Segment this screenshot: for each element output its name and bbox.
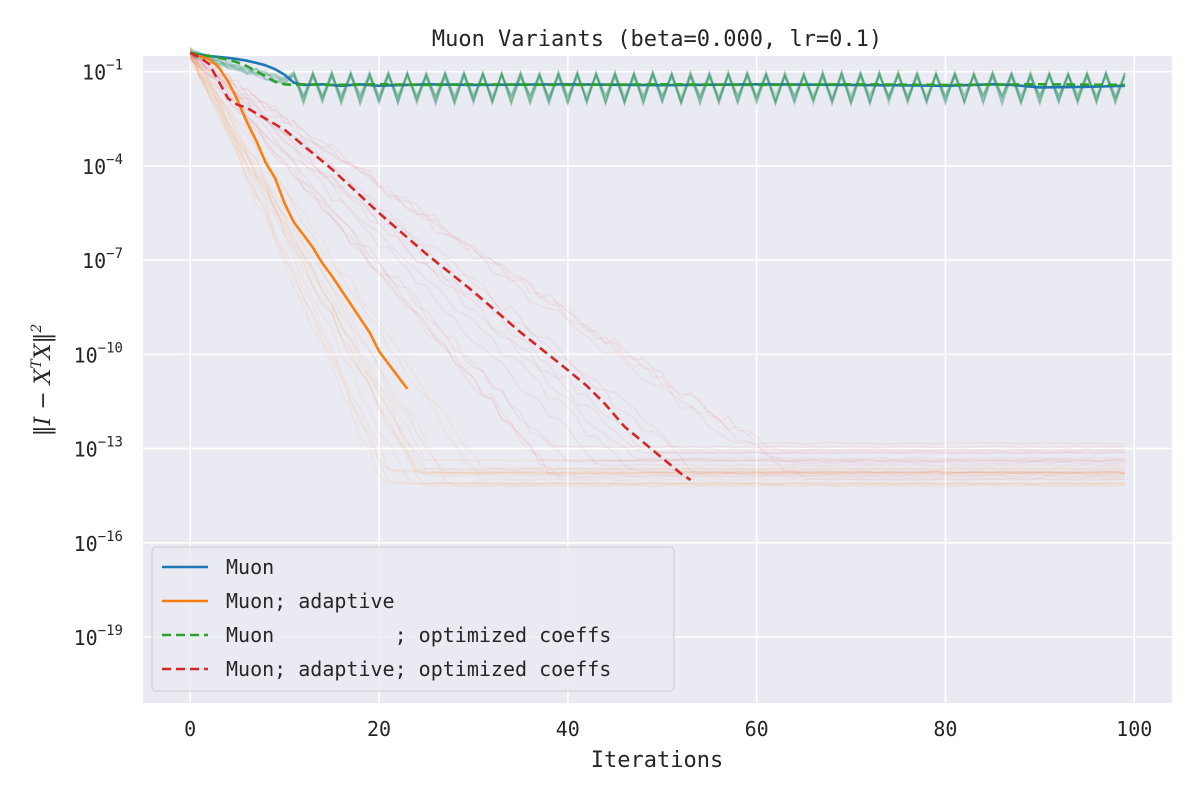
y-tick-label: 10−7 xyxy=(82,246,123,273)
y-axis-label-open: ‖I − X xyxy=(31,367,56,436)
y-tick-base: 10 xyxy=(74,438,98,462)
y-tick-label: 10−13 xyxy=(74,435,123,462)
y-tick-base: 10 xyxy=(74,532,98,556)
legend-label: Muon; adaptive; optimized coeffs xyxy=(226,657,611,681)
faint-trial-line xyxy=(189,48,1126,108)
chart-title: Muon Variants (beta=0.000, lr=0.1) xyxy=(432,27,882,52)
y-tick-exponent: −10 xyxy=(98,340,123,356)
series-line-2 xyxy=(189,51,1125,87)
faint-trial-line xyxy=(189,55,1125,475)
faint-trial-line xyxy=(189,58,1125,470)
faint-trial-line xyxy=(189,53,1125,476)
x-tick-labels: 0 20 40 60 80 100 xyxy=(184,717,1152,741)
x-tick-label: 100 xyxy=(1116,717,1152,741)
y-tick-exponent: −13 xyxy=(98,435,123,451)
faint-trial-line xyxy=(189,57,1125,485)
y-tick-base: 10 xyxy=(82,61,106,85)
y-tick-label: 10−10 xyxy=(74,340,123,367)
faint-trial-line xyxy=(189,54,1125,463)
y-tick-base: 10 xyxy=(74,626,98,650)
faint-trial-line xyxy=(190,56,1125,467)
faint-trial-line xyxy=(189,54,1125,474)
y-axis-label-close: X‖ xyxy=(31,333,56,362)
y-tick-base: 10 xyxy=(74,343,98,367)
faint-trial-line xyxy=(189,46,1125,481)
legend-label: Muon xyxy=(226,555,274,579)
y-tick-label: 10−16 xyxy=(74,529,123,556)
faint-trial-line xyxy=(189,56,1125,453)
faint-trial-line xyxy=(189,52,1126,108)
legend-label: Muon; adaptive xyxy=(226,589,395,613)
legend-frame xyxy=(151,546,675,692)
legend: Muon Muon; adaptive Muon ; optimized coeff… xyxy=(151,546,675,692)
faint-trial-line xyxy=(189,47,1126,107)
faint-trial-line xyxy=(189,55,1125,487)
faint-trial-line xyxy=(189,46,1125,475)
faint-trial-line xyxy=(189,56,1125,472)
y-tick-base: 10 xyxy=(82,155,106,179)
faint-trial-line xyxy=(189,52,1125,482)
faint-trial-line xyxy=(189,52,1125,474)
x-tick-label: 0 xyxy=(184,717,196,741)
legend-label: Muon ; optimized coeffs xyxy=(226,623,611,647)
faint-trial-line xyxy=(189,52,1125,478)
y-tick-exponent: −1 xyxy=(106,58,123,74)
y-tick-label: 10−1 xyxy=(82,58,123,85)
y-axis-label-sup: T xyxy=(29,358,45,369)
faint-trial-line xyxy=(189,58,1125,462)
y-tick-label: 10−4 xyxy=(82,152,123,179)
x-axis-label: Iterations xyxy=(591,748,723,773)
faint-trial-line xyxy=(189,46,1125,486)
faint-trial-line xyxy=(189,57,1125,479)
faint-trial-line xyxy=(189,53,1125,475)
y-tick-exponent: −7 xyxy=(106,246,123,262)
x-tick-label: 20 xyxy=(367,717,391,741)
faint-trial-line xyxy=(189,50,1125,465)
faint-trial-line xyxy=(189,52,1125,477)
y-tick-base: 10 xyxy=(82,249,106,273)
faint-trial-line xyxy=(189,48,1125,460)
series-line-3 xyxy=(189,51,692,482)
faint-trial-line xyxy=(189,47,1125,455)
y-tick-label: 10−19 xyxy=(74,623,123,650)
faint-trial-line xyxy=(189,51,1125,471)
faint-trial-line xyxy=(189,58,1125,462)
x-tick-label: 60 xyxy=(745,717,769,741)
y-tick-exponent: −16 xyxy=(98,529,123,545)
faint-trial-line xyxy=(189,52,1125,445)
faint-trial-line xyxy=(189,54,1125,451)
faint-trial-line xyxy=(189,49,1125,449)
x-tick-label: 40 xyxy=(556,717,580,741)
faint-trial-line xyxy=(189,57,1125,485)
y-axis-label: ‖I − XTX‖2 xyxy=(29,324,56,437)
y-tick-exponent: −4 xyxy=(106,152,123,168)
series-line-1 xyxy=(189,51,409,390)
faint-trial-line xyxy=(189,46,1125,488)
y-tick-exponent: −19 xyxy=(98,623,123,639)
y-axis-label-power: 2 xyxy=(29,324,45,334)
series-lines xyxy=(189,51,1125,482)
faint-trial-line xyxy=(189,53,1125,474)
x-tick-label: 80 xyxy=(933,717,957,741)
